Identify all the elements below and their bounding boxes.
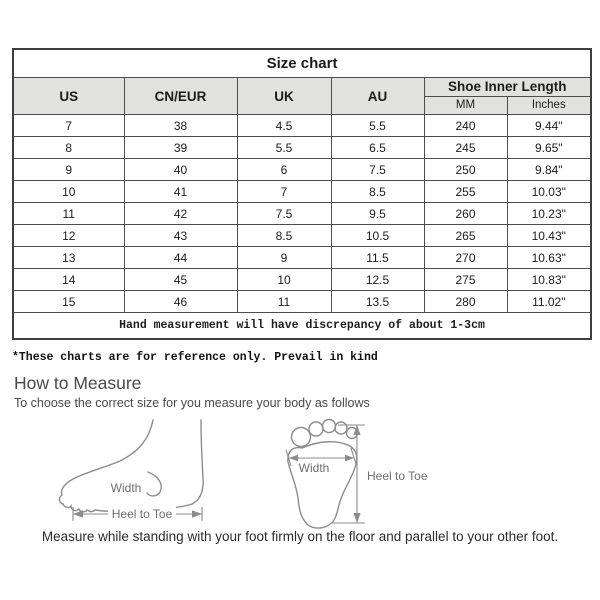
- size-chart-table: Size chart US CN/EUR UK AU Shoe Inner Le…: [12, 48, 593, 340]
- cell: 7: [12, 114, 125, 137]
- table-row: 15 46 11 13.5 280 11.02": [12, 290, 592, 313]
- cell: 10.03": [506, 180, 592, 203]
- side-view-heel-to-toe-arrow: Heel to Toe: [72, 506, 203, 522]
- width-indicator-curve: [146, 471, 162, 497]
- cell: 38: [123, 114, 238, 137]
- table-row: 9 40 6 7.5 250 9.84": [12, 158, 592, 181]
- cell: 8: [12, 136, 125, 159]
- cell: 10: [12, 180, 125, 203]
- cell: 9.65": [506, 136, 592, 159]
- cell: 15: [12, 290, 125, 313]
- cell: 11.5: [330, 246, 425, 269]
- foot-side-view-diagram: Width Heel to Toe: [58, 419, 204, 522]
- foot-top-view-diagram: Width Heel to Toe: [285, 418, 428, 529]
- column-group-header-shoe-inner-length: Shoe Inner Length: [423, 77, 592, 97]
- column-header-au: AU: [330, 77, 425, 115]
- size-table-body: 7 38 4.5 5.5 240 9.44" 8 39 5.5 6.5 245 9.65" 9 40 6 7.…: [12, 114, 592, 313]
- cell: 6.5: [330, 136, 425, 159]
- side-view-length-label: Heel to Toe: [112, 507, 173, 521]
- cell: 43: [123, 224, 238, 247]
- reference-note: *These charts are for reference only. Pr…: [12, 351, 378, 364]
- cell: 8.5: [236, 224, 332, 247]
- table-row: 11 42 7.5 9.5 260 10.23": [12, 202, 592, 225]
- cell: 39: [123, 136, 238, 159]
- table-title: Size chart: [12, 48, 592, 78]
- cell: 8.5: [330, 180, 425, 203]
- how-to-measure-subheading: To choose the correct size for you measu…: [14, 396, 370, 410]
- cell: 255: [423, 180, 508, 203]
- table-row: 7 38 4.5 5.5 240 9.44": [12, 114, 592, 137]
- cell: 10.5: [330, 224, 425, 247]
- column-header-us: US: [12, 77, 125, 115]
- top-view-length-label: Heel to Toe: [367, 469, 428, 483]
- table-row: 14 45 10 12.5 275 10.83": [12, 268, 592, 291]
- table-footer-note: Hand measurement will have discrepancy o…: [12, 312, 592, 340]
- cell: 260: [423, 202, 508, 225]
- cell: 9.5: [330, 202, 425, 225]
- cell: 270: [423, 246, 508, 269]
- cell: 13.5: [330, 290, 425, 313]
- cell: 45: [123, 268, 238, 291]
- cell: 5.5: [236, 136, 332, 159]
- cell: 9: [236, 246, 332, 269]
- cell: 280: [423, 290, 508, 313]
- cell: 9.44": [506, 114, 592, 137]
- cell: 7.5: [330, 158, 425, 181]
- footprint-toes: [290, 418, 359, 448]
- how-to-measure-heading: How to Measure: [14, 373, 142, 393]
- cell: 7: [236, 180, 332, 203]
- column-header-cneur: CN/EUR: [123, 77, 238, 115]
- cell: 13: [12, 246, 125, 269]
- measure-instruction-caption: Measure while standing with your foot fi…: [41, 529, 559, 544]
- cell: 10.43": [506, 224, 592, 247]
- cell: 11.02": [506, 290, 592, 313]
- cell: 6: [236, 158, 332, 181]
- cell: 265: [423, 224, 508, 247]
- cell: 40: [123, 158, 238, 181]
- table-row: 10 41 7 8.5 255 10.03": [12, 180, 592, 203]
- footprint-outline: [287, 441, 358, 529]
- cell: 245: [423, 136, 508, 159]
- subcolumn-header-mm: MM: [423, 95, 508, 115]
- table-row: 8 39 5.5 6.5 245 9.65": [12, 136, 592, 159]
- cell: 240: [423, 114, 508, 137]
- cell: 10.63": [506, 246, 592, 269]
- side-view-width-label: Width: [111, 481, 142, 495]
- cell: 42: [123, 202, 238, 225]
- table-row: 13 44 9 11.5 270 10.63": [12, 246, 592, 269]
- cell: 44: [123, 246, 238, 269]
- cell: 11: [236, 290, 332, 313]
- top-view-width-label: Width: [299, 461, 330, 475]
- cell: 5.5: [330, 114, 425, 137]
- cell: 41: [123, 180, 238, 203]
- cell: 9.84": [506, 158, 592, 181]
- cell: 275: [423, 268, 508, 291]
- cell: 11: [12, 202, 125, 225]
- size-chart-section: Size chart US CN/EUR UK AU Shoe Inner Le…: [12, 48, 593, 340]
- cell: 46: [123, 290, 238, 313]
- table-row: 12 43 8.5 10.5 265 10.43": [12, 224, 592, 247]
- top-view-width-arrow: Width: [285, 447, 357, 475]
- cell: 12: [12, 224, 125, 247]
- column-header-uk: UK: [236, 77, 332, 115]
- cell: 10.83": [506, 268, 592, 291]
- cell: 250: [423, 158, 508, 181]
- top-view-heel-to-toe-arrow: Heel to Toe: [332, 424, 428, 524]
- cell: 12.5: [330, 268, 425, 291]
- cell: 7.5: [236, 202, 332, 225]
- cell: 9: [12, 158, 125, 181]
- foot-side-outline: [58, 419, 204, 513]
- cell: 10.23": [506, 202, 592, 225]
- cell: 10: [236, 268, 332, 291]
- cell: 4.5: [236, 114, 332, 137]
- cell: 14: [12, 268, 125, 291]
- subcolumn-header-inches: Inches: [506, 95, 592, 115]
